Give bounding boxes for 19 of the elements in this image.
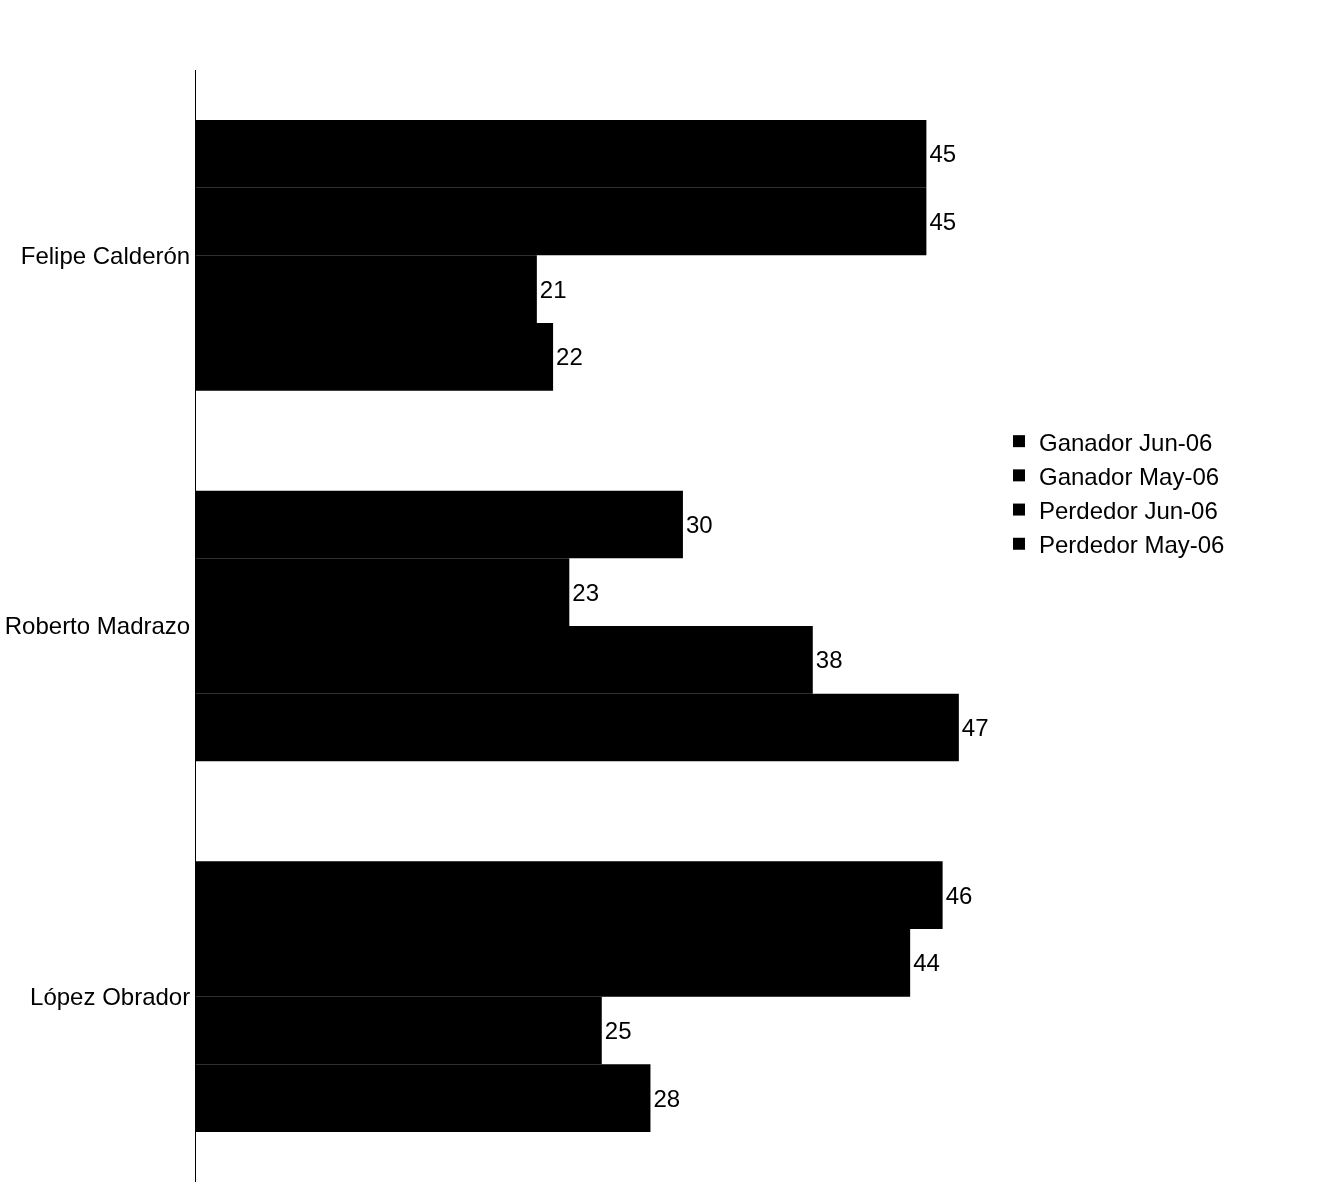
legend-label: Ganador May-06 [1039,462,1220,490]
data-label: 25 [604,1016,632,1044]
data-label: 45 [929,140,957,168]
data-label: 47 [961,713,989,741]
y-tick-label: Felipe Calderón [20,241,191,269]
data-label: 21 [539,275,567,303]
data-label: 45 [929,208,957,236]
legend-label: Perdedor Jun-06 [1039,496,1218,524]
data-label: 28 [653,1084,681,1112]
data-label: 44 [913,949,940,977]
legend-label: Ganador Jun-06 [1039,428,1213,456]
y-tick-label: López Obrador [30,983,191,1011]
data-label: 38 [815,646,843,674]
data-label: 23 [572,578,600,606]
data-label: 30 [685,511,713,539]
data-label: 22 [556,343,583,371]
data-label: 46 [945,881,973,909]
y-tick-label: Roberto Madrazo [4,612,191,640]
legend-label: Perdedor May-06 [1039,531,1225,559]
